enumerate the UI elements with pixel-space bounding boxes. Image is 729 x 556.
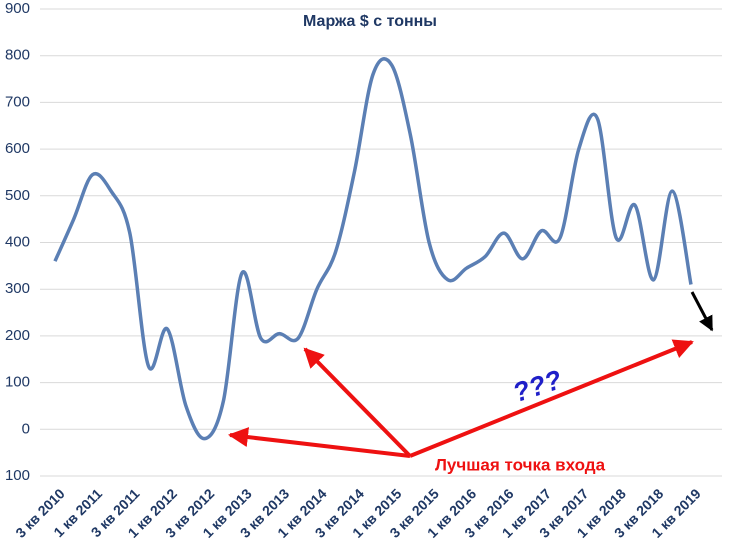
arrow: [409, 339, 694, 458]
y-tick-label: 100: [5, 374, 30, 391]
y-tick-label: 0: [22, 420, 30, 437]
y-tick-label: 800: [5, 47, 30, 64]
y-tick-label: 300: [5, 280, 30, 297]
annotation: ???: [509, 364, 565, 408]
arrow: [690, 291, 714, 332]
chart-title: Маржа $ с тонны: [303, 13, 437, 30]
series-line: [53, 57, 693, 441]
annotation: Лучшая точка входа: [435, 455, 606, 474]
arrow: [303, 347, 412, 458]
arrow: [228, 427, 411, 458]
y-tick-label: 600: [5, 140, 30, 157]
y-tick-label: 100: [5, 467, 30, 484]
y-tick-label: 500: [5, 187, 30, 204]
y-tick-label: 900: [5, 0, 30, 17]
y-tick-label: 700: [5, 93, 30, 110]
y-tick-label: 200: [5, 327, 30, 344]
y-tick-label: 400: [5, 233, 30, 250]
